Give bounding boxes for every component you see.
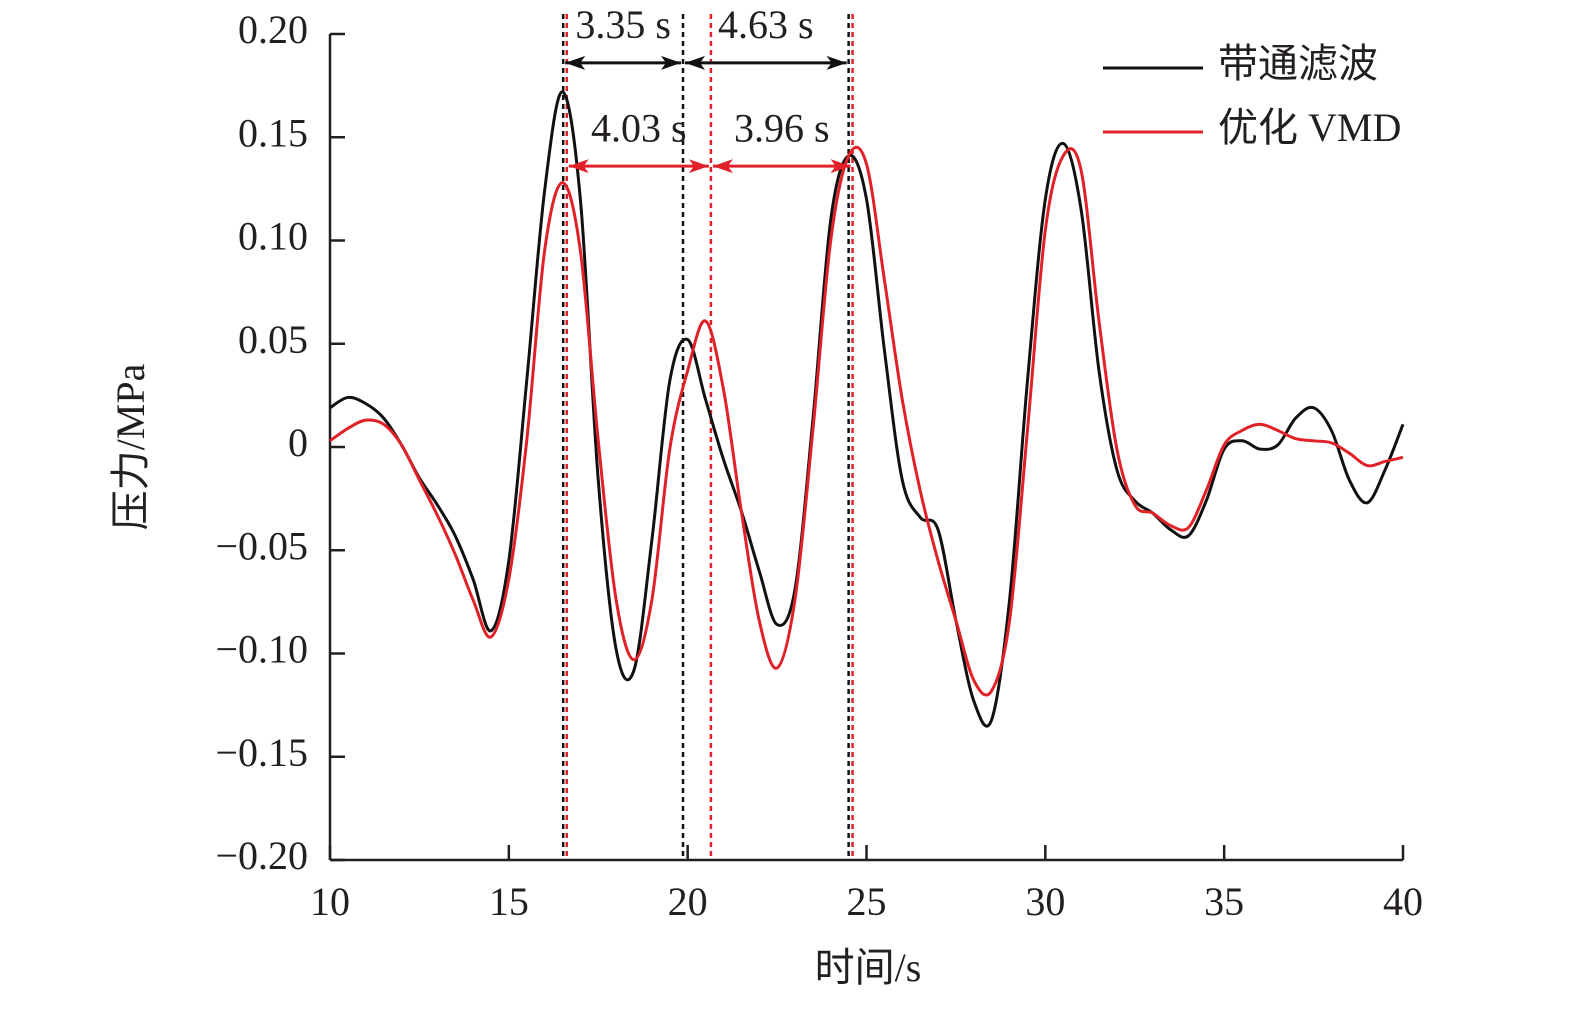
- legend-label: 带通滤波: [1218, 41, 1378, 86]
- x-tick-label: 35: [1204, 879, 1244, 924]
- interval-label: 3.35 s: [575, 2, 671, 47]
- y-tick-label: −0.10: [215, 627, 308, 672]
- x-tick-label: 30: [1025, 879, 1065, 924]
- series-line: [329, 90, 1405, 728]
- y-tick-label: 0.15: [238, 110, 308, 155]
- interval-label: 3.96 s: [734, 105, 830, 150]
- series-line: [329, 145, 1404, 697]
- x-tick-label: 15: [489, 879, 529, 924]
- y-tick-label: −0.05: [215, 523, 308, 568]
- x-tick-label: 40: [1383, 879, 1423, 924]
- y-axis-label: 压力/MPa: [108, 363, 153, 530]
- interval-label: 4.03 s: [591, 105, 687, 150]
- interval-label: 4.63 s: [718, 2, 814, 47]
- x-tick-label: 20: [668, 879, 708, 924]
- y-tick-label: 0.10: [238, 214, 308, 259]
- y-tick-label: −0.20: [215, 833, 308, 878]
- y-tick-label: 0.20: [238, 7, 308, 52]
- legend-label: 优化 VMD: [1218, 105, 1401, 150]
- y-tick-label: 0.05: [238, 317, 308, 362]
- x-tick-label: 25: [847, 879, 887, 924]
- y-tick-label: 0: [288, 420, 308, 465]
- y-tick-label: −0.15: [215, 730, 308, 775]
- x-tick-label: 10: [310, 879, 350, 924]
- x-axis-label: 时间/s: [815, 945, 922, 990]
